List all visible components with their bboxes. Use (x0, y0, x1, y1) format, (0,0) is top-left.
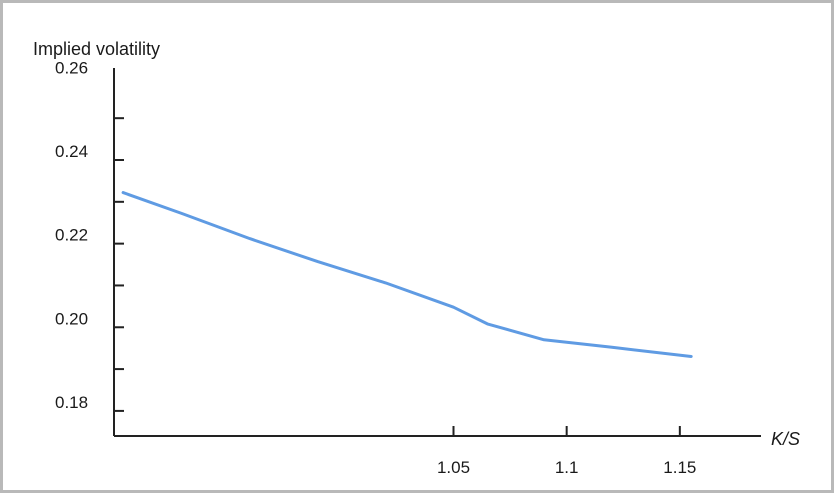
y-tick-label: 0.20 (55, 309, 88, 328)
y-tick-label: 0.22 (55, 226, 88, 245)
y-tick-label: 0.24 (55, 142, 88, 161)
y-tick-label: 0.18 (55, 393, 88, 412)
series-group (121, 191, 693, 358)
axes (113, 68, 761, 437)
x-axis-title: K/S (771, 429, 800, 449)
x-tick-label: 1.15 (663, 458, 696, 477)
x-tick-label: 1.05 (437, 458, 470, 477)
x-ticks: 1.05 1.1 1.15 (437, 426, 696, 477)
implied-volatility-line (121, 191, 693, 358)
y-ticks: 0.18 0.20 0.22 0.24 0.26 (55, 58, 124, 412)
y-axis-title: Implied volatility (33, 39, 160, 59)
x-tick-label: 1.1 (555, 458, 579, 477)
y-tick-label: 0.26 (55, 58, 88, 77)
implied-volatility-chart: Implied volatility K/S 0.180.200.220.240… (33, 39, 800, 477)
